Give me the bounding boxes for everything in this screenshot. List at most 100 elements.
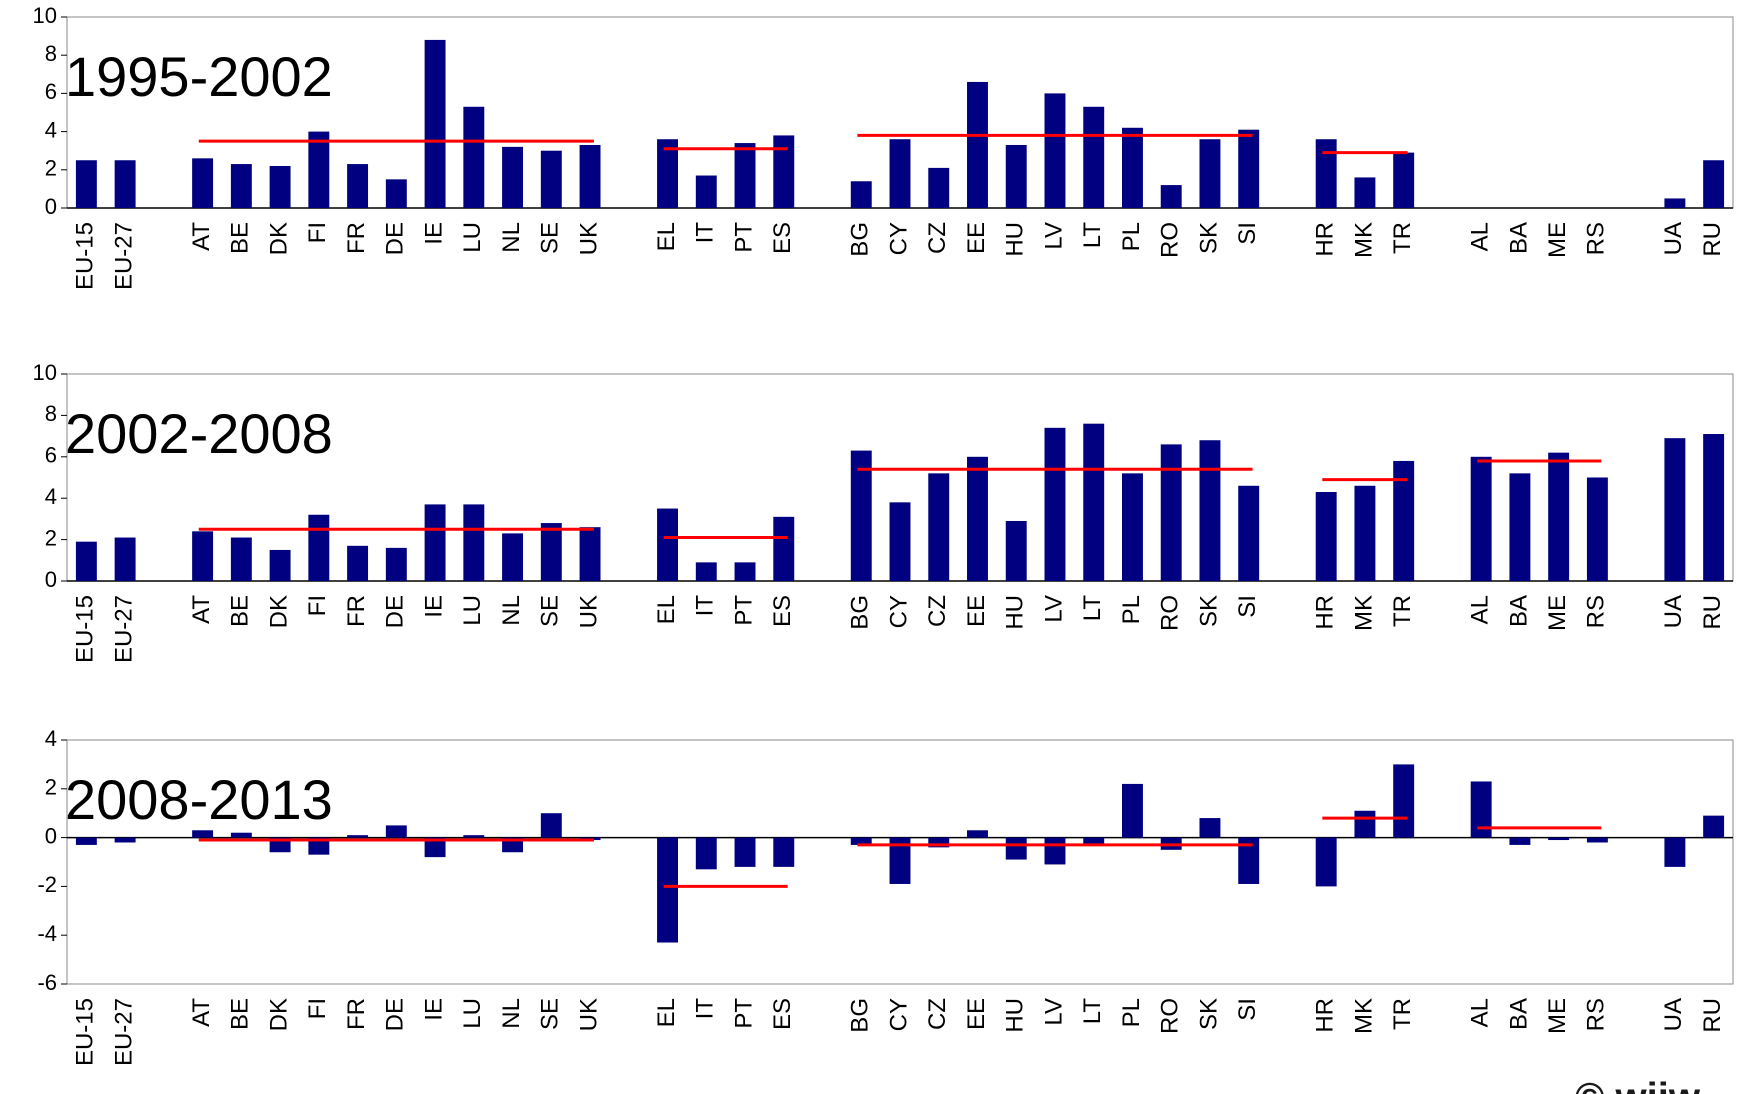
bar — [540, 523, 562, 581]
bar — [928, 837, 950, 848]
x-tick-label: RO — [1157, 222, 1184, 258]
x-tick-label: LU — [459, 222, 486, 253]
x-tick-label: CZ — [924, 595, 951, 627]
bar — [75, 541, 97, 581]
x-tick-label: CZ — [924, 998, 951, 1030]
bar — [1238, 129, 1260, 208]
y-tick-label: -6 — [37, 970, 57, 995]
bar — [1470, 456, 1492, 581]
x-tick-label: ME — [1544, 222, 1571, 258]
x-tick-label: MK — [1350, 222, 1377, 258]
bar — [1393, 460, 1415, 581]
x-tick-label: ES — [769, 222, 796, 254]
bar — [192, 531, 214, 581]
bar — [424, 837, 446, 858]
x-tick-label: HR — [1312, 998, 1339, 1033]
bar — [1199, 440, 1221, 581]
x-tick-label: LU — [459, 998, 486, 1029]
x-tick-label: BG — [847, 595, 874, 630]
bar — [75, 837, 97, 845]
x-tick-label: SE — [537, 222, 564, 254]
bar — [347, 164, 369, 208]
bar — [695, 837, 717, 870]
x-tick-label: HR — [1312, 595, 1339, 630]
x-tick-label: DE — [382, 595, 409, 628]
x-tick-label: PL — [1118, 595, 1145, 624]
bar — [308, 514, 330, 581]
x-tick-label: ES — [769, 595, 796, 627]
bar — [734, 143, 756, 208]
bar — [1044, 427, 1066, 581]
x-tick-label: BE — [227, 595, 254, 627]
bar — [850, 837, 872, 845]
bar — [1199, 139, 1221, 208]
x-tick-label: LT — [1079, 595, 1106, 622]
x-tick-label: RS — [1583, 595, 1610, 628]
x-tick-label: BE — [227, 998, 254, 1030]
x-tick-label: RO — [1157, 595, 1184, 631]
bar — [1083, 106, 1105, 208]
x-tick-label: DK — [265, 595, 292, 628]
x-tick-label: RU — [1699, 222, 1726, 257]
x-tick-label: LT — [1079, 998, 1106, 1025]
bar — [1586, 477, 1608, 581]
bar — [463, 504, 485, 581]
x-tick-label: FR — [343, 998, 370, 1030]
bar — [502, 146, 524, 208]
x-tick-label: UK — [575, 222, 602, 255]
bar — [1548, 837, 1570, 841]
x-tick-label: SK — [1195, 998, 1222, 1030]
bar — [773, 516, 795, 581]
x-tick-label: SE — [537, 998, 564, 1030]
bar — [308, 837, 330, 855]
x-tick-label: DE — [382, 998, 409, 1031]
x-tick-label: MK — [1350, 998, 1377, 1034]
x-tick-label: FR — [343, 222, 370, 254]
bar — [1664, 198, 1686, 208]
x-tick-label: BG — [847, 998, 874, 1033]
bar — [1122, 473, 1143, 581]
x-tick-label: BA — [1505, 222, 1532, 254]
x-tick-label: TR — [1389, 222, 1416, 254]
x-tick-label: SI — [1234, 998, 1261, 1021]
bar — [1509, 473, 1531, 581]
y-tick-label: 10 — [33, 360, 57, 385]
x-tick-label: LT — [1079, 222, 1106, 249]
bar — [269, 165, 291, 208]
x-tick-label: BA — [1505, 998, 1532, 1030]
bar — [1393, 764, 1415, 838]
bar — [1703, 160, 1725, 208]
x-tick-label: SE — [537, 595, 564, 627]
chart-title: 2008-2013 — [65, 768, 333, 831]
average-line — [198, 133, 1408, 155]
x-tick-label: CY — [885, 595, 912, 628]
x-tick-label: AL — [1467, 222, 1494, 251]
y-tick-label: 2 — [45, 156, 57, 181]
x-tick-label: SI — [1234, 595, 1261, 618]
bar — [1470, 781, 1492, 838]
annotation: © wiiw — [1575, 1076, 1701, 1094]
x-tick-label: BG — [847, 222, 874, 257]
bar — [1664, 438, 1686, 581]
y-tick-label: 2 — [45, 525, 57, 550]
bar — [1664, 837, 1686, 867]
bar — [850, 450, 872, 581]
bar — [695, 175, 717, 208]
x-tick-label: FI — [304, 222, 331, 243]
x-tick-label: SK — [1195, 222, 1222, 254]
bar — [192, 830, 214, 838]
x-tick-label: HU — [1002, 595, 1029, 630]
bar — [347, 545, 369, 581]
bar — [1238, 837, 1260, 884]
x-tick-label: NL — [498, 998, 525, 1029]
y-tick-label: 0 — [45, 823, 57, 848]
y-tick-label: 10 — [33, 3, 57, 28]
bar — [1509, 837, 1531, 845]
x-tick-label: HR — [1312, 222, 1339, 257]
x-tick-label: FI — [304, 595, 331, 616]
bar — [1083, 837, 1105, 845]
bar — [385, 825, 407, 838]
x-tick-label: EL — [653, 998, 680, 1027]
plot-frame — [66, 739, 1734, 985]
